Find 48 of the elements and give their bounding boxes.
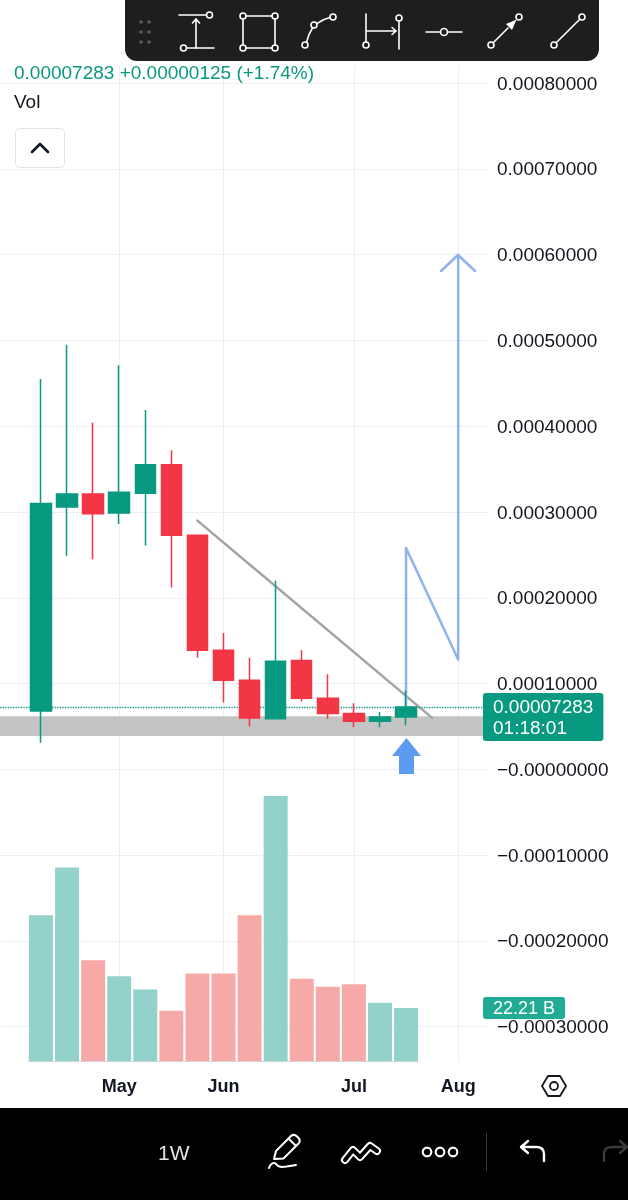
candlestick — [238, 657, 261, 728]
bar — [394, 1008, 419, 1061]
y-tick-label: 0.00010000 — [497, 673, 598, 695]
candlestick — [368, 711, 392, 729]
ref-line-label: 0.00007283 01:18:01 — [493, 695, 594, 738]
bar — [81, 960, 106, 1061]
y-tick-label: 0.00060000 — [497, 244, 598, 266]
bar — [133, 989, 158, 1061]
bar — [341, 984, 366, 1061]
text: 22.21 B — [493, 998, 556, 1018]
bar — [237, 915, 262, 1061]
candlestick — [316, 673, 340, 720]
x-tick-label: Jul — [340, 1076, 367, 1096]
y-tick-label: −0.00000000 — [497, 758, 609, 780]
bar — [107, 976, 132, 1061]
y-tick-label: −0.00010000 — [497, 844, 609, 866]
y-tick-label: 0.00030000 — [497, 501, 598, 523]
bar — [55, 867, 80, 1061]
candlestick — [81, 422, 105, 560]
bar — [367, 1002, 392, 1061]
bar — [28, 915, 53, 1061]
bar — [211, 973, 236, 1061]
candlestick — [134, 409, 157, 547]
y-tick-label: 0.00040000 — [497, 415, 598, 437]
bar — [289, 978, 314, 1061]
x-tick-label: Jun — [207, 1076, 240, 1096]
candlestick — [290, 649, 313, 703]
bar — [315, 986, 340, 1061]
candlestick — [186, 534, 209, 659]
candlestick — [160, 449, 183, 589]
x-tick-label: May — [101, 1076, 137, 1096]
candlestick — [107, 364, 131, 525]
candlestick — [212, 632, 235, 704]
bar — [159, 1010, 184, 1061]
y-tick-label: 0.00070000 — [497, 158, 598, 180]
chart-subtitle: 0.00007283 +0.00000125 (+1.74%) — [14, 61, 315, 83]
candlestick — [342, 702, 366, 729]
x-tick-label: Aug — [440, 1076, 476, 1096]
bar — [263, 796, 288, 1061]
text: 1W — [158, 1141, 190, 1165]
y-tick-label: 0.00080000 — [497, 72, 598, 94]
y-tick-label: 0.00020000 — [497, 587, 598, 609]
chart-title: Vol — [14, 90, 41, 112]
y-tick-label: 0.00050000 — [497, 329, 598, 351]
candlestick — [55, 344, 79, 557]
y-tick-label: −0.00020000 — [497, 930, 609, 952]
bar — [185, 973, 210, 1061]
y-tick-label: −0.00030000 — [497, 1016, 609, 1038]
